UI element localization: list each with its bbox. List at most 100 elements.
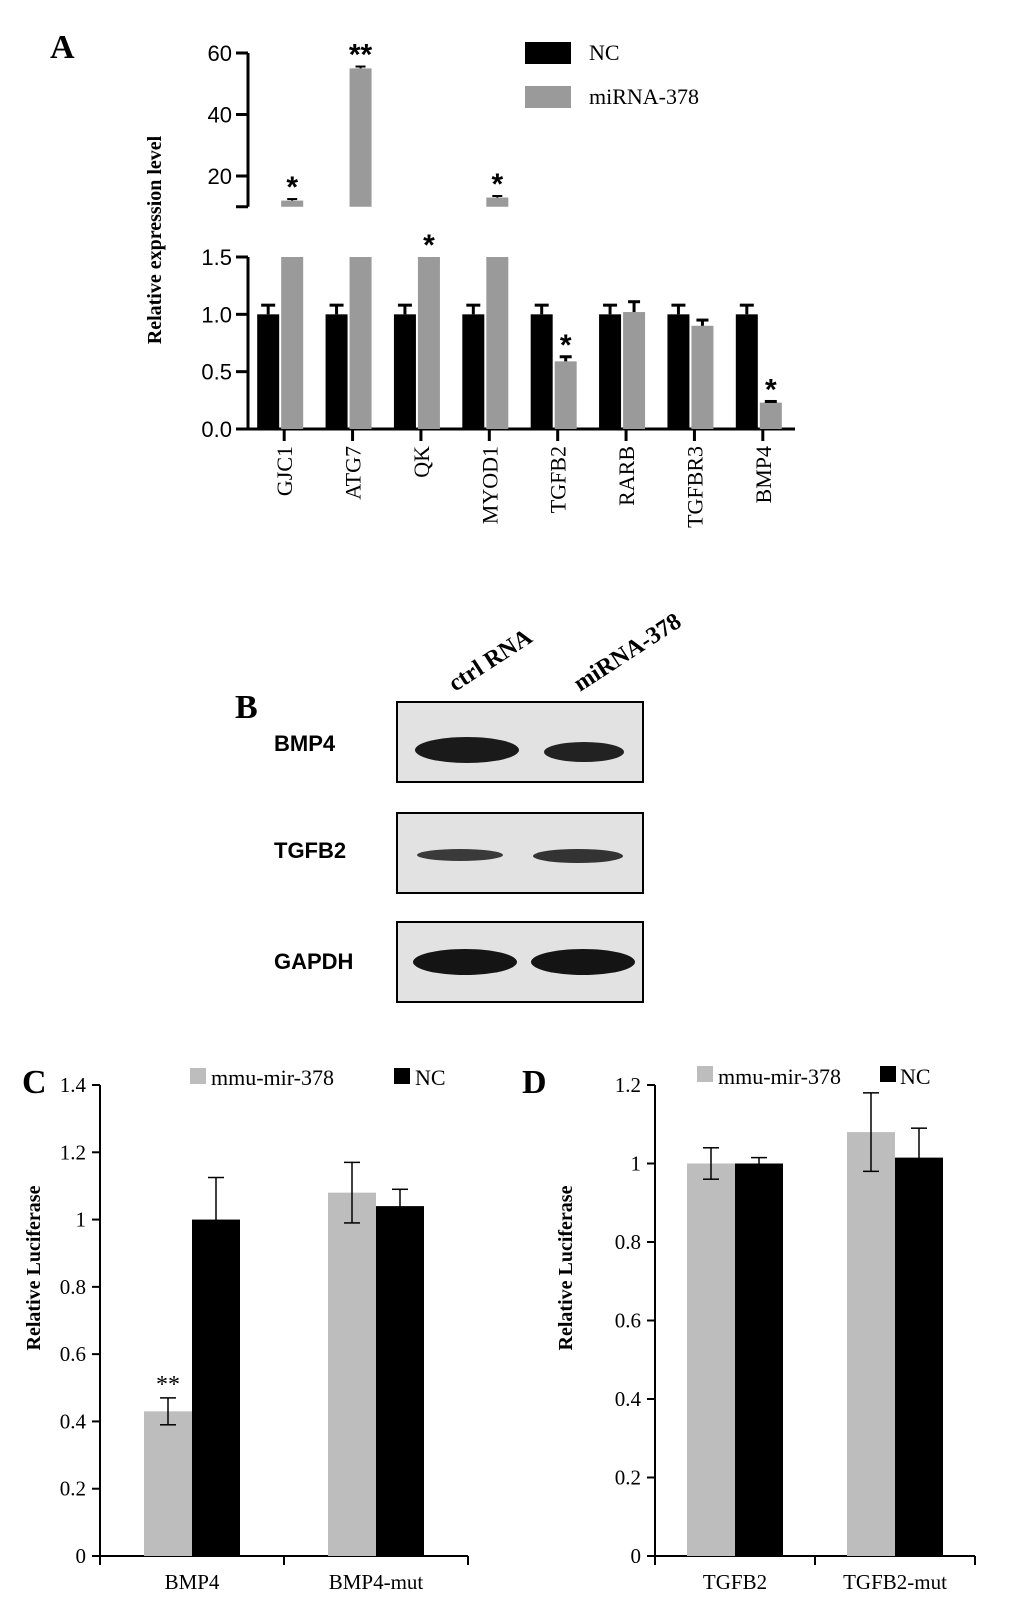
bar-nc-bmp4 xyxy=(192,1219,240,1556)
x-tick-label-atg7: ATG7 xyxy=(341,446,366,500)
blot-band-tgfb2-ctrl xyxy=(417,849,503,861)
significance-tgfb2: * xyxy=(560,329,572,362)
y-tick-label: 0 xyxy=(76,1544,87,1568)
y-tick-label: 40 xyxy=(208,103,232,128)
chart-d-axes: 0 0.2 0.4 0.6 0.8 1 1.2 TGFB2 TGFB2-mut xyxy=(615,1073,976,1594)
legend-swatch-mirna xyxy=(525,86,571,108)
western-blot: ctrl RNA miRNA-378 BMP4 TGFB2 GAPDH xyxy=(274,608,686,1003)
chart-d-ylabel: Relative Luciferase xyxy=(555,1185,577,1350)
y-tick-label: 0.2 xyxy=(60,1477,86,1501)
blot-lane-label-mirna: miRNA-378 xyxy=(569,608,686,697)
y-tick-label: 0 xyxy=(631,1544,642,1568)
chart-a-bars: ******* xyxy=(257,39,782,429)
legend-swatch-mmu-mir-378 xyxy=(697,1066,713,1082)
y-tick-label: 1.2 xyxy=(60,1140,86,1164)
y-tick-label: 1 xyxy=(76,1208,87,1232)
panel-b-label: B xyxy=(235,689,258,726)
bar-nc-tgfb2 xyxy=(530,314,553,429)
blot-band-gapdh-ctrl xyxy=(413,949,517,975)
bar-nc-myod1 xyxy=(462,314,485,429)
y-tick-label: 0.8 xyxy=(615,1230,641,1254)
x-tick-label-myod1: MYOD1 xyxy=(477,446,502,524)
x-tick-label-tgfb2: TGFB2 xyxy=(703,1570,767,1594)
legend-swatch-nc xyxy=(394,1068,410,1084)
bar-mirna-myod1-upper xyxy=(486,197,509,207)
bar-mmu-mir-378-tgfb2-mut xyxy=(847,1132,895,1556)
x-tick-label-bmp4: BMP4 xyxy=(165,1570,220,1594)
bar-nc-atg7 xyxy=(325,314,348,429)
bar-mirna-bmp4 xyxy=(759,402,782,429)
bar-mirna-gjc1-lower xyxy=(281,257,304,429)
x-tick-label-rarb: RARB xyxy=(614,446,639,506)
bar-nc-tgfb2-mut xyxy=(895,1157,943,1556)
blot-row-label-bmp4: BMP4 xyxy=(274,731,336,756)
legend-label-mmu-mir-378: mmu-mir-378 xyxy=(211,1065,334,1090)
significance-myod1: * xyxy=(491,168,503,201)
significance-qk: * xyxy=(423,229,435,262)
panel-c-label: C xyxy=(22,1064,47,1101)
y-tick-label: 20 xyxy=(208,164,232,189)
chart-c-ylabel: Relative Luciferase xyxy=(23,1185,45,1350)
chart-d-legend: mmu-mir-378 NC xyxy=(697,1064,931,1089)
x-tick-label-tgfbr3: TGFBR3 xyxy=(682,446,707,528)
legend-swatch-nc xyxy=(525,42,571,64)
legend-label-nc: NC xyxy=(415,1065,446,1090)
bar-mirna-gjc1-upper xyxy=(281,200,304,207)
panel-d-label: D xyxy=(522,1064,547,1101)
y-tick-label: 0.6 xyxy=(615,1309,641,1333)
bar-mmu-mir-378-bmp4 xyxy=(144,1411,192,1556)
bar-mmu-mir-378-bmp4-mut xyxy=(328,1192,376,1556)
y-tick-label: 0.6 xyxy=(60,1342,86,1366)
legend-label-mirna: miRNA-378 xyxy=(589,84,699,109)
chart-a: Relative expression level 0.0 0.5 1.0 1.5 20… xyxy=(144,39,795,528)
bar-mmu-mir-378-tgfb2 xyxy=(687,1163,735,1556)
bar-nc-bmp4-mut xyxy=(376,1206,424,1556)
bar-mirna-tgfb2 xyxy=(554,361,577,429)
blot-row-label-gapdh: GAPDH xyxy=(274,949,353,974)
significance-bmp4: ** xyxy=(156,1372,180,1398)
y-tick-label: 0.2 xyxy=(615,1466,641,1490)
legend-label-mmu-mir-378: mmu-mir-378 xyxy=(718,1064,841,1089)
blot-row-label-tgfb2: TGFB2 xyxy=(274,838,346,863)
x-tick-label-gjc1: GJC1 xyxy=(272,446,297,496)
y-tick-label: 1.0 xyxy=(201,302,232,327)
bar-nc-qk xyxy=(393,314,416,429)
blot-band-bmp4-ctrl xyxy=(415,737,519,763)
chart-d-bars xyxy=(687,1092,943,1556)
x-tick-label-bmp4-mut: BMP4-mut xyxy=(329,1570,424,1594)
bar-nc-bmp4 xyxy=(735,314,758,429)
chart-a-ylabel: Relative expression level xyxy=(144,135,166,344)
bar-mirna-qk xyxy=(417,257,440,429)
bar-mirna-tgfbr3 xyxy=(691,325,714,429)
chart-a-legend: NC miRNA-378 xyxy=(525,40,699,109)
y-tick-label: 0.5 xyxy=(201,360,232,385)
x-tick-label-qk: QK xyxy=(409,446,434,478)
chart-c-legend: mmu-mir-378 NC xyxy=(190,1065,446,1090)
y-tick-label: 0.4 xyxy=(60,1409,87,1433)
x-tick-label-tgfb2-mut: TGFB2-mut xyxy=(843,1570,947,1594)
y-tick-label: 1.2 xyxy=(615,1073,641,1097)
y-tick-label: 0.0 xyxy=(201,417,232,442)
y-tick-label: 60 xyxy=(208,41,232,66)
y-tick-label: 1.5 xyxy=(201,245,232,270)
bar-mirna-atg7-lower xyxy=(349,257,372,429)
blot-band-gapdh-mirna xyxy=(531,949,635,975)
chart-d: Relative Luciferase 0 0.2 0.4 0.6 0.8 1 1.2 TGF… xyxy=(555,1064,976,1594)
chart-a-axes: 0.0 0.5 1.0 1.5 20 40 60 GJC1 ATG7 QK MYOD1 TGFB2 RA… xyxy=(201,41,795,528)
chart-c-bars: ** xyxy=(144,1161,424,1556)
bar-nc-rarb xyxy=(599,314,622,429)
y-tick-label: 0.8 xyxy=(60,1275,86,1299)
legend-swatch-nc xyxy=(880,1066,896,1082)
blot-band-tgfb2-mirna xyxy=(533,849,623,863)
bar-mirna-rarb xyxy=(623,312,646,429)
blot-band-bmp4-mirna xyxy=(544,742,624,762)
y-tick-label: 1 xyxy=(631,1152,642,1176)
significance-atg7: ** xyxy=(349,39,373,72)
legend-label-nc: NC xyxy=(900,1064,931,1089)
y-tick-label: 1.4 xyxy=(60,1073,87,1097)
blot-lane-label-ctrl: ctrl RNA xyxy=(444,624,538,697)
bar-nc-tgfbr3 xyxy=(667,314,690,429)
significance-gjc1: * xyxy=(286,171,298,204)
significance-bmp4: * xyxy=(765,373,777,406)
